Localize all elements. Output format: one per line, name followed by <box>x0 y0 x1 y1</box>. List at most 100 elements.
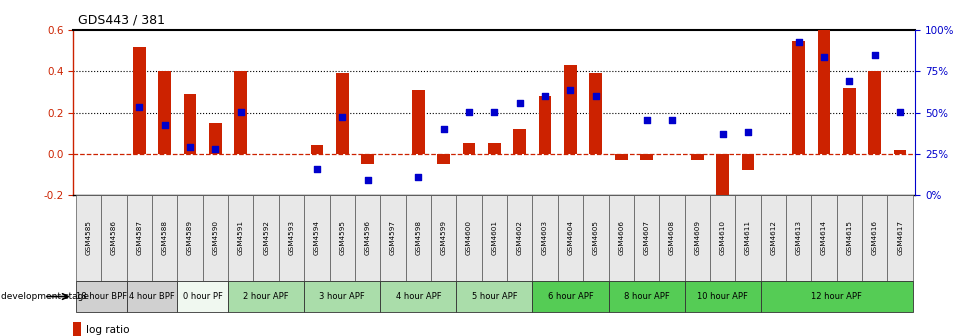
Bar <box>867 72 880 154</box>
Bar <box>279 195 304 281</box>
Point <box>207 146 223 152</box>
Bar <box>412 90 424 154</box>
Bar <box>73 322 81 336</box>
Bar <box>557 195 583 281</box>
Bar <box>563 65 576 154</box>
Bar <box>760 195 785 281</box>
Bar <box>836 195 862 281</box>
Bar <box>532 195 557 281</box>
Bar <box>126 195 152 281</box>
Bar <box>330 195 355 281</box>
Bar <box>887 195 911 281</box>
Bar <box>481 195 507 281</box>
Bar <box>437 154 450 164</box>
Bar <box>734 195 760 281</box>
Point <box>233 109 248 115</box>
Point <box>461 109 476 115</box>
Text: 18 hour BPF: 18 hour BPF <box>75 292 127 301</box>
Bar <box>456 195 481 281</box>
Text: GSM4601: GSM4601 <box>491 220 497 255</box>
Text: GSM4596: GSM4596 <box>364 220 371 255</box>
Point <box>359 177 375 183</box>
Bar <box>76 195 101 281</box>
Text: GSM4606: GSM4606 <box>617 220 624 255</box>
Bar <box>633 195 658 281</box>
Bar <box>862 195 887 281</box>
Bar <box>583 195 608 281</box>
Bar <box>228 195 253 281</box>
Point <box>511 100 527 106</box>
Text: 4 hour BPF: 4 hour BPF <box>129 292 175 301</box>
Bar <box>842 88 855 154</box>
Text: GSM4585: GSM4585 <box>85 220 92 255</box>
Bar <box>716 154 729 203</box>
Bar <box>177 281 228 312</box>
Text: GSM4604: GSM4604 <box>567 220 573 255</box>
Bar <box>234 72 246 154</box>
Text: 5 hour APF: 5 hour APF <box>471 292 516 301</box>
Text: GSM4597: GSM4597 <box>389 220 395 255</box>
Point <box>638 117 653 123</box>
Text: 6 hour APF: 6 hour APF <box>547 292 593 301</box>
Bar <box>589 74 601 154</box>
Point <box>410 174 425 179</box>
Text: 0 hour PF: 0 hour PF <box>183 292 222 301</box>
Text: GSM4594: GSM4594 <box>314 220 320 255</box>
Bar <box>893 150 906 154</box>
Point <box>663 117 679 123</box>
Bar <box>202 195 228 281</box>
Text: GSM4589: GSM4589 <box>187 220 193 255</box>
Point <box>588 93 603 99</box>
Text: GSM4592: GSM4592 <box>263 220 269 255</box>
Text: development stage: development stage <box>1 292 89 301</box>
Bar <box>379 195 405 281</box>
Point <box>841 79 857 84</box>
Bar <box>228 281 304 312</box>
Text: GSM4617: GSM4617 <box>896 220 903 255</box>
Point <box>182 144 198 150</box>
Point <box>537 93 553 99</box>
Point <box>486 109 502 115</box>
Bar <box>209 123 222 154</box>
Bar <box>304 195 330 281</box>
Text: GSM4591: GSM4591 <box>238 220 244 255</box>
Bar <box>608 281 684 312</box>
Bar <box>709 195 734 281</box>
Text: GSM4612: GSM4612 <box>770 220 776 255</box>
Text: GSM4593: GSM4593 <box>289 220 294 255</box>
Text: GSM4599: GSM4599 <box>440 220 446 255</box>
Bar <box>532 281 608 312</box>
Text: GSM4607: GSM4607 <box>643 220 648 255</box>
Text: 2 hour APF: 2 hour APF <box>244 292 289 301</box>
Point <box>562 88 578 93</box>
Text: log ratio: log ratio <box>86 325 129 335</box>
Text: GSM4616: GSM4616 <box>870 220 877 255</box>
Point <box>739 130 755 135</box>
Bar <box>253 195 279 281</box>
Point <box>156 122 172 128</box>
Bar <box>785 195 811 281</box>
Text: GSM4605: GSM4605 <box>593 220 599 255</box>
Text: GSM4603: GSM4603 <box>542 220 548 255</box>
Bar <box>335 74 348 154</box>
Bar <box>811 195 836 281</box>
Text: GDS443 / 381: GDS443 / 381 <box>78 13 165 27</box>
Bar <box>152 195 177 281</box>
Text: GSM4611: GSM4611 <box>744 220 750 255</box>
Bar <box>76 281 126 312</box>
Text: GSM4587: GSM4587 <box>136 220 142 255</box>
Bar <box>158 72 171 154</box>
Bar <box>684 281 760 312</box>
Text: GSM4588: GSM4588 <box>161 220 167 255</box>
Bar <box>817 16 829 154</box>
Bar <box>741 154 754 170</box>
Point <box>309 166 325 171</box>
Bar <box>430 195 456 281</box>
Text: 8 hour APF: 8 hour APF <box>623 292 669 301</box>
Text: GSM4600: GSM4600 <box>466 220 471 255</box>
Text: GSM4586: GSM4586 <box>111 220 117 255</box>
Bar <box>791 41 804 154</box>
Bar <box>379 281 456 312</box>
Bar <box>507 195 532 281</box>
Bar <box>512 129 525 154</box>
